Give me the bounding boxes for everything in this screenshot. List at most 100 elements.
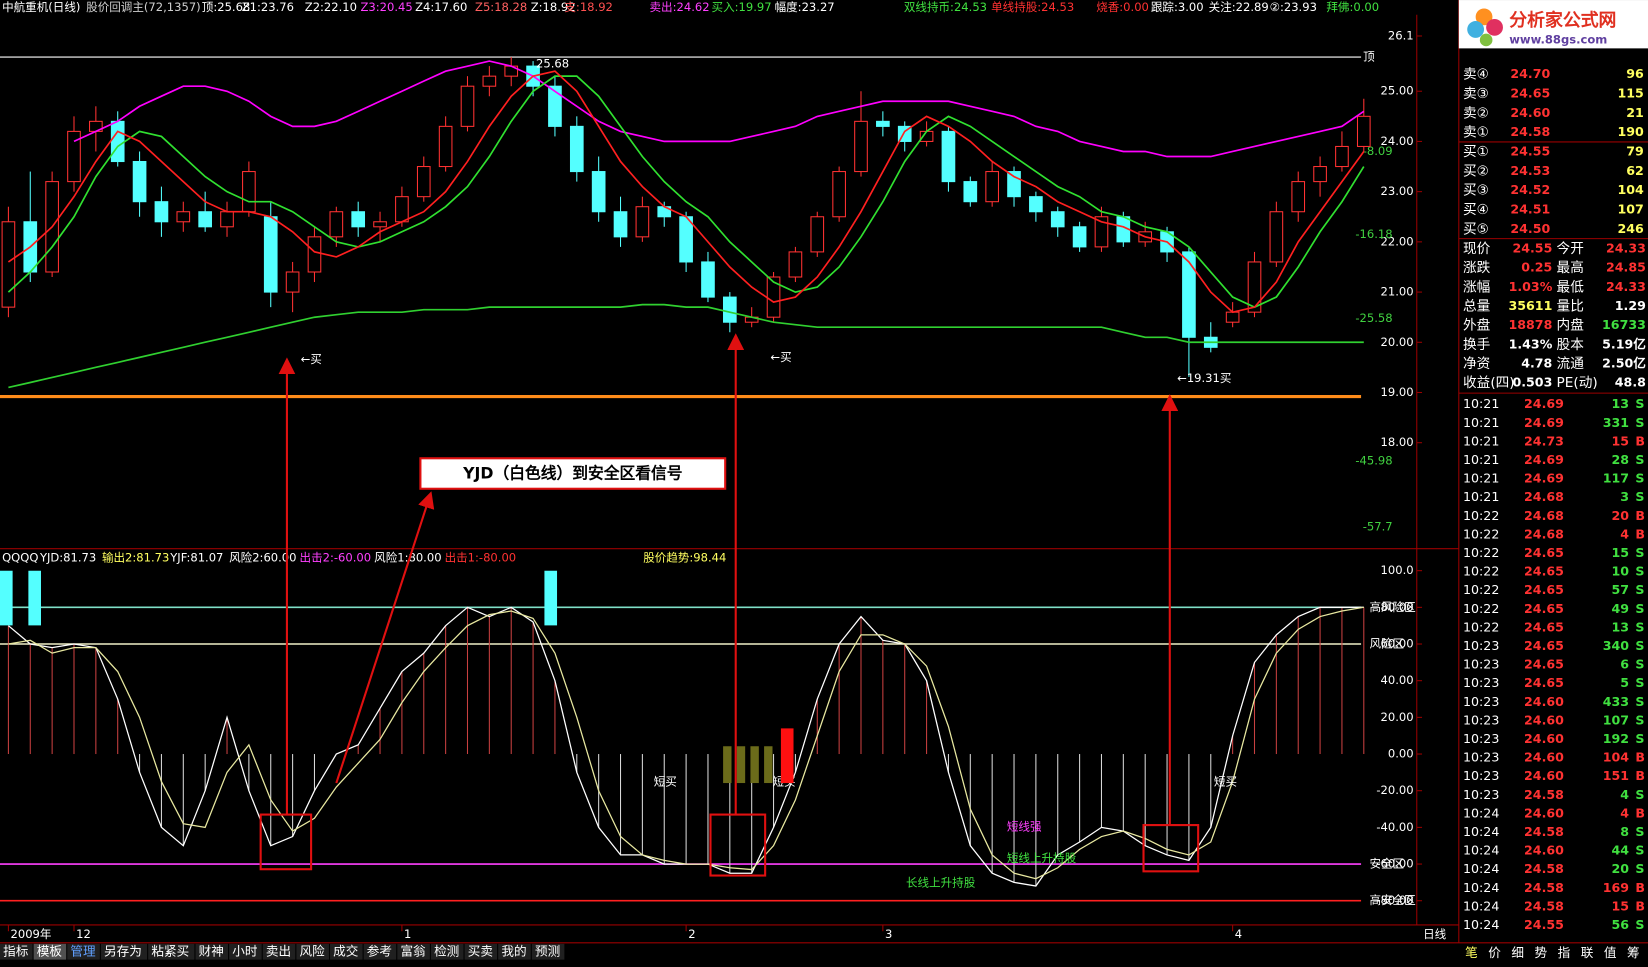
trade-time: 10:21 bbox=[1463, 415, 1499, 430]
stat-value: 1.03% bbox=[1509, 279, 1553, 294]
level-label: 风险区 bbox=[1369, 637, 1404, 651]
trade-volume: 169 bbox=[1603, 880, 1629, 895]
y-tick-label: -60.00 bbox=[1376, 857, 1413, 871]
panel-tab[interactable]: 笔 bbox=[1465, 945, 1478, 960]
level-label: 高风险区 bbox=[1369, 600, 1415, 614]
trade-time: 10:23 bbox=[1463, 638, 1499, 653]
toolbar-button[interactable]: 检测 bbox=[434, 944, 459, 959]
toolbar-button[interactable]: 模板 bbox=[37, 944, 63, 959]
panel-tab[interactable]: 联 bbox=[1581, 945, 1594, 960]
period-label: 日线 bbox=[1423, 927, 1447, 941]
book-price: 24.58 bbox=[1510, 124, 1550, 139]
candle-body bbox=[1050, 211, 1065, 228]
panel-tab[interactable]: 价 bbox=[1488, 945, 1501, 960]
y-tick-label: 0.00 bbox=[1388, 747, 1414, 761]
header-item: Z4:17.60 bbox=[415, 0, 467, 14]
candle-body bbox=[1225, 311, 1240, 323]
trade-time: 10:22 bbox=[1463, 601, 1499, 616]
header-item: 支:18.92 bbox=[564, 0, 613, 14]
stat-value: 16733 bbox=[1602, 317, 1646, 332]
panel-tab[interactable]: 值 bbox=[1604, 945, 1617, 960]
candle-body bbox=[613, 211, 628, 238]
toolbar-button[interactable]: 参考 bbox=[367, 944, 392, 959]
stat-value: 35611 bbox=[1508, 298, 1552, 313]
book-price: 24.51 bbox=[1510, 202, 1550, 217]
toolbar-button[interactable]: 富翁 bbox=[400, 944, 426, 959]
candle-body bbox=[1072, 226, 1087, 248]
book-volume: 246 bbox=[1617, 221, 1644, 236]
trade-side: S bbox=[1635, 861, 1644, 876]
toolbar-button[interactable]: 指标 bbox=[3, 944, 29, 959]
toolbar-button[interactable]: 预测 bbox=[535, 944, 560, 959]
trade-side: S bbox=[1635, 824, 1644, 839]
trade-price: 24.69 bbox=[1524, 471, 1564, 486]
stat-value: 2.50亿 bbox=[1602, 355, 1646, 370]
indicator-title: YJF:81.07 bbox=[169, 551, 223, 565]
toolbar-button-bg bbox=[0, 943, 33, 960]
panel-tab[interactable]: 细 bbox=[1511, 945, 1524, 960]
toolbar-button[interactable]: 管理 bbox=[70, 944, 96, 959]
book-label: 买⑤ bbox=[1463, 221, 1489, 237]
y-tick-label: 22.00 bbox=[1381, 234, 1414, 248]
toolbar-button[interactable]: 财神 bbox=[199, 944, 224, 959]
trade-volume: 49 bbox=[1612, 601, 1630, 616]
callout: YJD（白色线）到安全区看信号 bbox=[462, 464, 682, 483]
toolbar-button[interactable]: 小时 bbox=[232, 944, 258, 959]
candle-body bbox=[722, 296, 737, 323]
trade-volume: 192 bbox=[1603, 731, 1629, 746]
toolbar-button[interactable]: 另存为 bbox=[104, 944, 142, 959]
annotation: 短线上升持股 bbox=[1007, 851, 1077, 865]
signal-blocks bbox=[0, 570, 794, 784]
trade-price: 24.60 bbox=[1524, 712, 1564, 727]
panel-tab[interactable]: 势 bbox=[1534, 945, 1547, 960]
trade-volume: 13 bbox=[1612, 396, 1630, 411]
toolbar-button-bg bbox=[397, 943, 430, 960]
candle-body bbox=[1007, 171, 1021, 198]
trade-time: 10:23 bbox=[1463, 768, 1499, 783]
series-line bbox=[7, 70, 1365, 314]
toolbar-button[interactable]: 粘紧买 bbox=[151, 944, 189, 959]
candle-body bbox=[876, 120, 890, 127]
trade-price: 24.69 bbox=[1524, 396, 1564, 411]
pct-level-label: -57.7 bbox=[1363, 520, 1393, 534]
candle-body bbox=[591, 171, 606, 213]
trade-price: 24.60 bbox=[1524, 805, 1564, 820]
trade-volume: 20 bbox=[1612, 508, 1630, 523]
toolbar-button[interactable]: 卖出 bbox=[266, 944, 291, 959]
candle-body bbox=[460, 85, 475, 127]
trade-price: 24.58 bbox=[1524, 861, 1564, 876]
book-price: 24.65 bbox=[1510, 85, 1550, 100]
panel-tab[interactable]: 筹 bbox=[1627, 945, 1640, 960]
book-volume: 190 bbox=[1617, 124, 1644, 139]
toolbar-button[interactable]: 成交 bbox=[333, 944, 359, 959]
stat-value: 24.85 bbox=[1606, 260, 1646, 275]
trade-price: 24.65 bbox=[1524, 638, 1564, 653]
stat-value: 1.43% bbox=[1509, 336, 1553, 351]
candle-body bbox=[198, 211, 212, 228]
trade-price: 24.65 bbox=[1524, 619, 1564, 634]
trade-side: S bbox=[1635, 396, 1644, 411]
y-tick-label: -40.00 bbox=[1376, 820, 1413, 834]
trade-side: S bbox=[1635, 694, 1644, 709]
toolbar-button[interactable]: 风险 bbox=[300, 944, 326, 959]
candle-body bbox=[548, 85, 562, 127]
trade-side: B bbox=[1635, 768, 1645, 783]
y-tick-label: 24.00 bbox=[1381, 134, 1414, 148]
panel-tab[interactable]: 指 bbox=[1558, 945, 1571, 960]
trade-volume: 44 bbox=[1612, 843, 1630, 858]
candle-body bbox=[1094, 216, 1109, 248]
toolbar-button[interactable]: 买卖 bbox=[468, 944, 493, 959]
candle-body bbox=[416, 166, 431, 198]
candle-body bbox=[154, 201, 169, 223]
toolbar-button[interactable]: 我的 bbox=[501, 944, 526, 959]
trade-volume: 20 bbox=[1612, 861, 1630, 876]
header-item: 单线持股:24.53 bbox=[991, 0, 1074, 14]
indicator-title: YJD:81.73 bbox=[39, 551, 96, 565]
trade-time: 10:22 bbox=[1463, 545, 1499, 560]
indicator-title: 出击1:-80.00 bbox=[445, 551, 517, 565]
book-price: 24.53 bbox=[1510, 163, 1550, 178]
annotation: 25.68 bbox=[536, 57, 569, 71]
trade-volume: 4 bbox=[1620, 526, 1629, 541]
trade-time: 10:23 bbox=[1463, 675, 1499, 690]
header-item: 顶:25.68 bbox=[202, 0, 251, 14]
